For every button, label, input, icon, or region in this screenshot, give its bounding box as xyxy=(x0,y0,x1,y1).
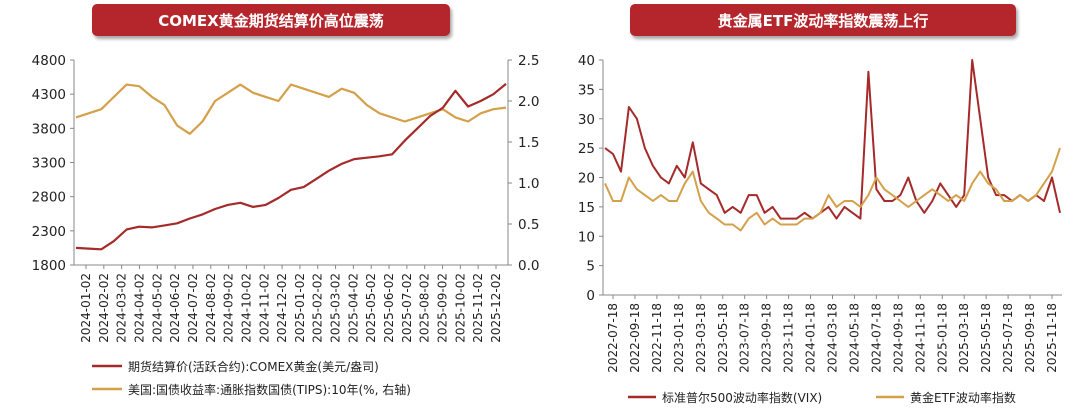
right-chart-y-tick-label: 0 xyxy=(586,288,595,304)
right-x-tick-label: 2025-05-18 xyxy=(979,303,993,373)
right-y-tick-label: 0.0 xyxy=(518,258,539,274)
comex-gold-price-line xyxy=(75,83,507,251)
left-x-tick-label: 2025-04-02 xyxy=(346,273,360,343)
right-chart-y-tick-label: 40 xyxy=(578,53,595,69)
left-x-tick-label: 2025-10-02 xyxy=(453,273,467,343)
right-chart-y-tick-label: 35 xyxy=(578,82,595,98)
left-x-tick-label: 2025-12-02 xyxy=(489,273,503,343)
right-x-tick-label: 2022-11-18 xyxy=(650,303,664,373)
right-y-tick-label: 2.0 xyxy=(518,94,539,110)
right-chart-y-tick-label: 15 xyxy=(578,200,595,216)
right-x-tick-label: 2023-07-18 xyxy=(738,303,752,373)
legend-label-comex: 期货结算价(活跃合约):COMEX黄金(美元/盎司) xyxy=(128,359,379,374)
right-chart-y-tick-label: 30 xyxy=(578,112,595,128)
right-y-tick-label: 2.5 xyxy=(518,53,539,69)
left-x-tick-label: 2025-09-02 xyxy=(436,273,450,343)
left-x-tick-label: 2024-10-02 xyxy=(239,273,253,343)
left-x-tick-label: 2024-11-02 xyxy=(257,273,271,343)
right-x-tick-label: 2025-07-18 xyxy=(1001,303,1015,373)
gold-etf-vol-line xyxy=(604,147,1061,232)
left-x-tick-label: 2024-02-02 xyxy=(97,273,111,343)
left-x-tick-label: 2024-01-02 xyxy=(79,273,93,343)
left-x-tick-label: 2025-11-02 xyxy=(471,273,485,343)
right-x-tick-label: 2025-11-18 xyxy=(1045,303,1059,373)
right-x-tick-label: 2023-09-18 xyxy=(760,303,774,373)
legend-label-gold-etf: 黄金ETF波动率指数 xyxy=(910,390,1016,405)
left-y-tick-label: 2800 xyxy=(32,190,66,206)
right-x-tick-label: 2022-07-18 xyxy=(606,303,620,373)
right-x-tick-label: 2024-09-18 xyxy=(891,303,905,373)
left-x-tick-label: 2025-01-02 xyxy=(293,273,307,343)
vix-line xyxy=(604,59,1061,220)
right-x-tick-label: 2024-05-18 xyxy=(847,303,861,373)
left-x-tick-label: 2024-09-02 xyxy=(222,273,236,343)
right-x-tick-label: 2023-03-18 xyxy=(694,303,708,373)
left-x-tick-label: 2025-07-02 xyxy=(400,273,414,343)
legend-label-vix: 标准普尔500波动率指数(VIX) xyxy=(662,390,822,405)
left-y-tick-label: 3800 xyxy=(32,121,66,137)
right-x-tick-label: 2022-09-18 xyxy=(628,303,642,373)
right-x-tick-label: 2023-11-18 xyxy=(782,303,796,373)
left-x-tick-label: 2024-12-02 xyxy=(275,273,289,343)
right-x-tick-label: 2023-01-18 xyxy=(672,303,686,373)
left-x-tick-label: 2024-06-02 xyxy=(168,273,182,343)
left-y-tick-label: 4800 xyxy=(32,53,66,69)
right-x-tick-label: 2024-01-18 xyxy=(804,303,818,373)
right-x-tick-label: 2024-11-18 xyxy=(913,303,927,373)
left-x-tick-label: 2025-02-02 xyxy=(311,273,325,343)
left-x-tick-label: 2025-05-02 xyxy=(364,273,378,343)
left-y-tick-label: 2300 xyxy=(32,224,66,240)
left-x-tick-label: 2024-07-02 xyxy=(186,273,200,343)
left-x-tick-label: 2024-05-02 xyxy=(150,273,164,343)
left-y-tick-label: 3300 xyxy=(32,156,66,172)
right-x-tick-label: 2024-07-18 xyxy=(869,303,883,373)
right-x-tick-label: 2023-05-18 xyxy=(716,303,730,373)
right-y-tick-label: 0.5 xyxy=(518,217,539,233)
right-chart-title: 贵金属ETF波动率指数震荡上行 xyxy=(630,4,1016,36)
left-chart-title: COMEX黄金期货结算价高位震荡 xyxy=(92,4,450,36)
right-chart-y-tick-label: 20 xyxy=(578,171,595,187)
left-x-tick-label: 2025-08-02 xyxy=(418,273,432,343)
left-x-tick-label: 2024-08-02 xyxy=(204,273,218,343)
right-y-tick-label: 1.5 xyxy=(518,135,539,151)
right-x-tick-label: 2024-03-18 xyxy=(826,303,840,373)
left-x-tick-label: 2024-04-02 xyxy=(132,273,146,343)
right-chart-y-tick-label: 25 xyxy=(578,141,595,157)
right-chart-y-tick-label: 10 xyxy=(578,229,595,245)
left-y-tick-label: 1800 xyxy=(32,258,66,274)
right-x-tick-label: 2025-03-18 xyxy=(957,303,971,373)
tips-yield-line xyxy=(75,83,507,135)
left-x-tick-label: 2024-03-02 xyxy=(115,273,129,343)
right-x-tick-label: 2025-01-18 xyxy=(935,303,949,373)
right-x-tick-label: 2025-09-18 xyxy=(1023,303,1037,373)
right-chart-y-tick-label: 5 xyxy=(586,259,595,275)
legend-label-tips: 美国:国债收益率:通胀指数国债(TIPS):10年(%, 右轴) xyxy=(128,382,411,397)
left-x-tick-label: 2025-06-02 xyxy=(382,273,396,343)
left-x-tick-label: 2025-03-02 xyxy=(329,273,343,343)
left-y-tick-label: 4300 xyxy=(32,87,66,103)
right-y-tick-label: 1.0 xyxy=(518,176,539,192)
